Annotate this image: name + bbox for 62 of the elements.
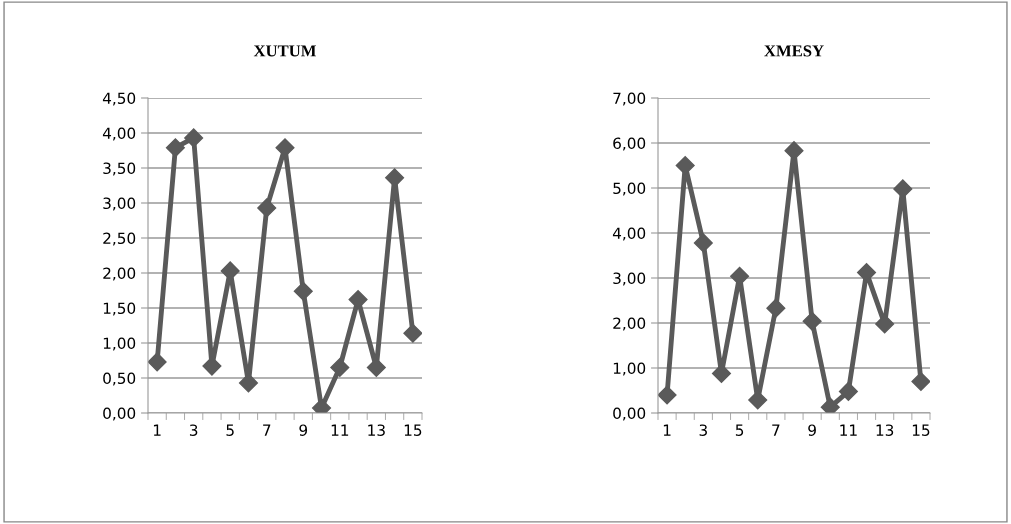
point <box>385 168 405 188</box>
x-tick-label: 7 <box>772 424 780 436</box>
point <box>165 138 185 158</box>
y-tick-label: 5,00 <box>613 182 646 196</box>
y-tick-label: 1,00 <box>613 362 646 376</box>
x-tick-label: 15 <box>912 424 930 436</box>
x-tick-label: 1 <box>663 424 671 436</box>
point <box>220 261 240 281</box>
y-tick-label: 3,50 <box>103 162 136 176</box>
point <box>238 373 259 393</box>
y-tick-label: 4,50 <box>102 92 136 106</box>
y-tick-label: 4,00 <box>102 127 136 141</box>
point <box>820 397 840 413</box>
x-tick-label: 13 <box>368 424 385 436</box>
x-tick-label: 5 <box>735 424 744 436</box>
point <box>202 356 222 376</box>
x-tick-label: 11 <box>840 424 857 436</box>
point <box>802 311 822 331</box>
point <box>184 128 204 148</box>
x-tick-label: 11 <box>331 424 349 436</box>
y-tick-label: 0,00 <box>613 407 646 421</box>
point <box>403 323 422 343</box>
x-tick-label: 1 <box>153 424 161 436</box>
y-tick-label: 7,00 <box>613 92 646 106</box>
y-tick-label: 2,00 <box>613 317 646 331</box>
y-tick-label: 0,50 <box>103 372 136 386</box>
y-tick-label: 3,00 <box>103 197 136 211</box>
point <box>838 381 858 401</box>
x-tick-label: 13 <box>876 424 894 436</box>
point <box>911 371 930 392</box>
x-tick-label: 3 <box>189 424 198 436</box>
y-tick-label: 4,00 <box>612 227 646 241</box>
y-tick-label: 6,00 <box>613 137 646 151</box>
point <box>148 352 167 372</box>
point <box>257 198 277 218</box>
y-tick-label: 1,50 <box>103 302 136 316</box>
point <box>693 233 713 253</box>
point <box>658 385 677 405</box>
point <box>275 138 295 158</box>
x-tick-label: 15 <box>404 424 422 436</box>
x-tick-label: 9 <box>808 424 816 436</box>
chart-title: XMESY <box>764 45 824 57</box>
point <box>293 281 313 301</box>
point <box>748 390 768 410</box>
x-tick-label: 5 <box>226 424 234 436</box>
y-tick-label: 3,00 <box>613 272 646 286</box>
point <box>730 266 750 286</box>
y-tick-label: 0,00 <box>103 407 136 421</box>
point <box>675 155 695 176</box>
point <box>366 357 386 378</box>
chart-title: XUTUM <box>253 45 316 57</box>
point <box>766 298 786 318</box>
x-tick-label: 9 <box>299 424 308 436</box>
y-tick-label: 2,50 <box>103 232 136 246</box>
x-tick-label: 3 <box>699 424 707 436</box>
point <box>784 141 804 161</box>
point <box>893 179 913 199</box>
y-tick-label: 2,00 <box>103 267 136 281</box>
point <box>330 357 350 378</box>
x-tick-label: 7 <box>263 424 271 436</box>
point <box>875 314 895 334</box>
y-tick-label: 1,00 <box>103 337 136 351</box>
